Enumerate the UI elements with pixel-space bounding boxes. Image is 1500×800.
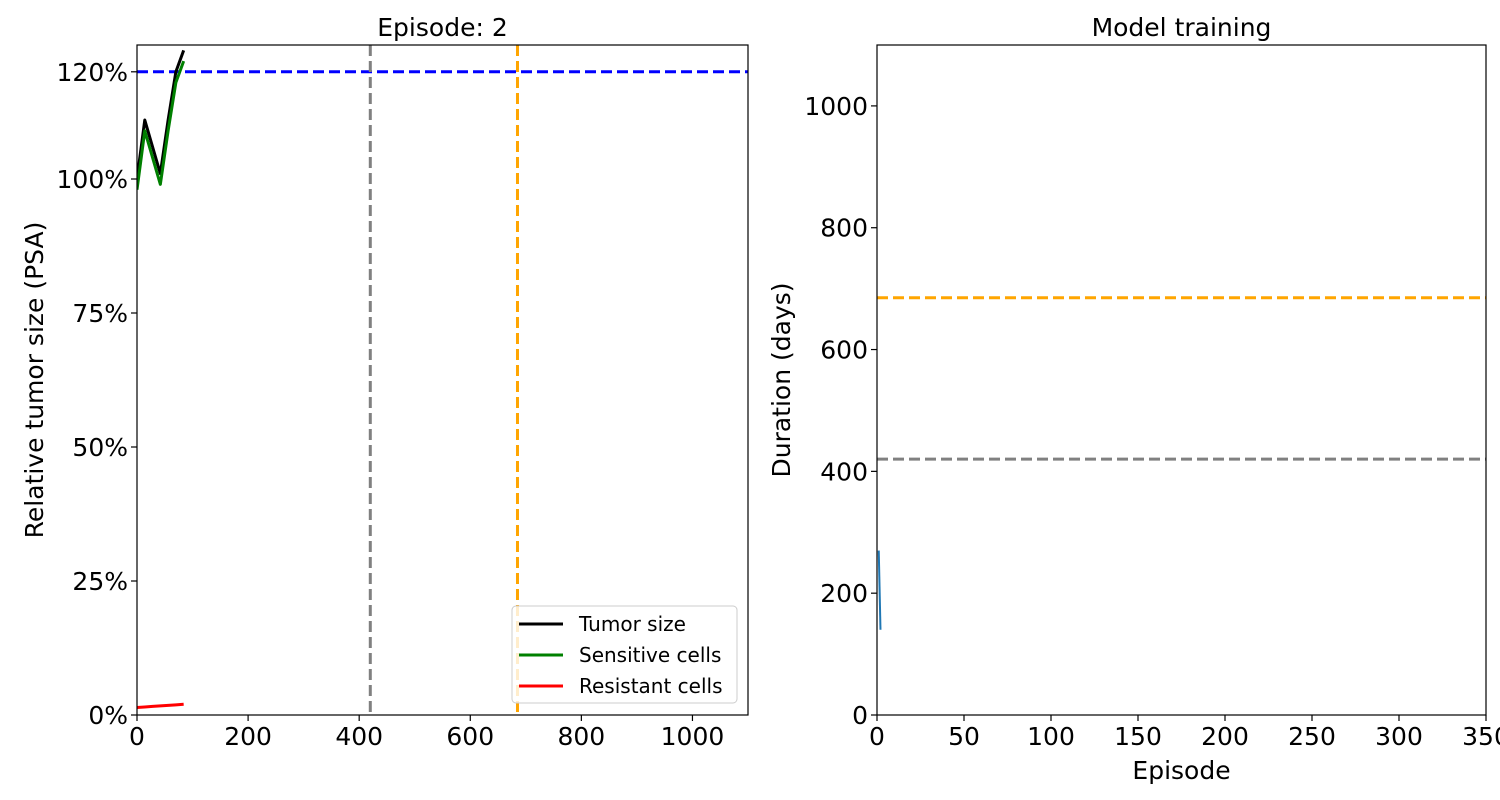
series-line-1 [877,550,882,630]
legend-label: Resistant cells [579,674,723,698]
plot-frame [876,44,1487,716]
legend: Tumor size Sensitive cells Resistant cells [511,605,738,704]
y-tick-label: 800 [820,214,868,243]
chart-title: Episode: 2 [377,13,507,42]
chart-panel-2: 0 50 100 150 200 250 300 350 0 200 400 600 800 1000 Mo… [767,13,1500,785]
y-tick-label: 0% [88,701,128,730]
series-line-resistant-cells [137,702,184,709]
x-tick-label: 0 [129,722,145,751]
y-tick-label: 50% [72,433,128,462]
plot-frame [136,44,749,716]
y-tick-label: 120% [57,58,128,87]
x-tick-label: 150 [1114,722,1162,751]
x-tick-label: 800 [558,722,606,751]
series-line-sensitive-cells [137,60,186,190]
x-tick-label: 1000 [661,722,725,751]
x-tick-label: 250 [1288,722,1336,751]
x-tick-label: 200 [224,722,272,751]
chart-title: Model training [1092,13,1272,42]
y-tick-label: 75% [72,299,128,328]
y-tick-label: 25% [72,567,128,596]
x-axis-label: Episode [1132,756,1230,785]
y-tick-label: 100% [57,165,128,194]
y-tick-label: 400 [820,457,868,486]
y-tick-label: 1000 [804,92,868,121]
x-tick-label: 50 [948,722,980,751]
x-tick-label: 350 [1462,722,1500,751]
y-axis-label: Relative tumor size (PSA) [20,222,49,539]
legend-label: Tumor size [578,612,686,636]
chart-panel-1: 0 200 400 600 800 1000 0% 25% 50% 75% 100% 120% Epis… [20,13,749,751]
x-tick-label: 400 [335,722,383,751]
y-axis-label: Duration (days) [767,282,796,477]
x-tick-label: 0 [869,722,885,751]
y-tick-label: 200 [820,579,868,608]
legend-label: Sensitive cells [579,643,721,667]
y-tick-label: 600 [820,336,868,365]
legend-frame [511,605,738,704]
y-tick-label: 0 [852,701,868,730]
x-tick-label: 100 [1027,722,1075,751]
series-line-tumor-size [137,49,186,180]
x-tick-label: 600 [446,722,494,751]
x-tick-label: 300 [1375,722,1423,751]
x-tick-label: 200 [1201,722,1249,751]
